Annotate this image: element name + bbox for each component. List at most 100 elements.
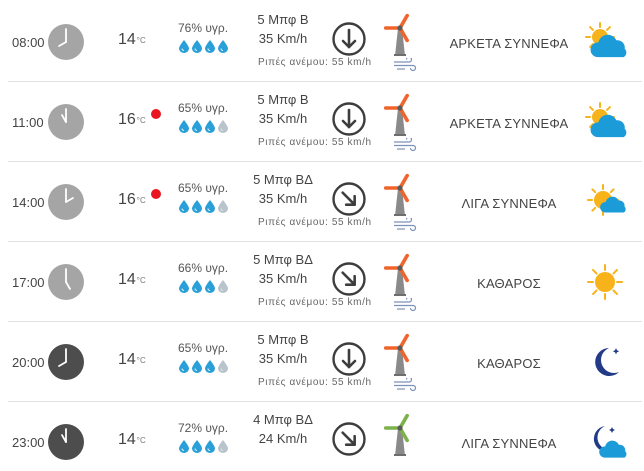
clock-icon	[48, 24, 84, 60]
clock-icon	[48, 424, 84, 460]
clock-icon	[48, 264, 84, 300]
drop-filled-icon	[205, 360, 215, 373]
drop-empty-icon	[218, 440, 228, 453]
wind-info: 5 Μπφ Β 35 Km/h	[243, 330, 323, 368]
forecast-time: 08:00	[12, 35, 45, 50]
forecast-time: 17:00	[12, 275, 45, 290]
wind-gust-icon	[394, 298, 417, 312]
temperature-unit: °C	[136, 276, 146, 285]
sun-icon	[587, 264, 623, 300]
wind-speed: 35 Km/h	[258, 31, 308, 46]
wind-gust-icon	[394, 218, 417, 232]
wind-beaufort: 4 Μπφ ΒΔ	[253, 412, 313, 427]
drop-filled-icon	[179, 360, 189, 373]
wind-gust-label: Ριπές ανέμου: 55 km/h	[258, 57, 372, 68]
forecast-time: 20:00	[12, 355, 45, 370]
weather-condition: ΛΙΓΑ ΣΥΝΝΕΦΑ	[461, 196, 557, 211]
humidity-drops	[178, 39, 229, 53]
humidity-drops	[178, 359, 229, 373]
humidity-label: 65% υγρ.	[178, 341, 229, 355]
wind-direction-icon	[332, 342, 366, 376]
drop-filled-icon	[179, 200, 189, 213]
wind-speed: 35 Km/h	[258, 191, 308, 206]
humidity-label: 65% υγρ.	[178, 101, 229, 115]
weather-condition: ΚΑΘΑΡΟΣ	[477, 356, 541, 371]
temperature-value: 16	[118, 111, 136, 128]
moon-cloud-icon	[593, 426, 627, 458]
drop-empty-icon	[218, 280, 228, 293]
forecast-row: 08:00 14°C 76% υγρ. 5 Μπφ Β 35 Km/h Ριπές …	[8, 2, 642, 82]
windmill-icon	[384, 413, 410, 456]
temperature: 16°C	[118, 111, 146, 129]
wind-info: 5 Μπφ ΒΔ 35 Km/h	[243, 170, 323, 208]
wind-gust-icon	[394, 138, 417, 152]
alert-dot-icon	[151, 189, 161, 199]
sun-small-cloud-icon	[587, 184, 626, 216]
wind-info: 4 Μπφ ΒΔ 24 Km/h	[243, 410, 323, 448]
windmill-icon	[384, 333, 410, 376]
wind-speed: 35 Km/h	[258, 351, 308, 366]
wind-info: 5 Μπφ Β 35 Km/h	[243, 10, 323, 48]
forecast-row: 11:00 16°C 65% υγρ. 5 Μπφ Β 35 Km/h Ριπές …	[8, 82, 642, 162]
humidity-drops	[178, 199, 229, 213]
weather-condition: ΛΙΓΑ ΣΥΝΝΕΦΑ	[461, 436, 557, 451]
weather-condition: ΑΡΚΕΤΑ ΣΥΝΝΕΦΑ	[449, 36, 569, 51]
temperature-unit: °C	[136, 196, 146, 205]
forecast-time: 23:00	[12, 435, 45, 450]
drop-filled-icon	[179, 40, 189, 53]
drop-empty-icon	[218, 120, 228, 133]
humidity-label: 76% υγρ.	[178, 21, 229, 35]
wind-direction-icon	[332, 22, 366, 56]
wind-gust-label: Ριπές ανέμου: 55 km/h	[258, 217, 372, 228]
humidity-drops	[178, 279, 229, 293]
drop-filled-icon	[179, 120, 189, 133]
wind-beaufort: 5 Μπφ Β	[257, 332, 309, 347]
temperature: 16°C	[118, 191, 146, 209]
wind-gust-icon	[394, 58, 417, 72]
drop-filled-icon	[192, 280, 202, 293]
temperature-value: 14	[118, 431, 136, 448]
drop-filled-icon	[192, 440, 202, 453]
drop-filled-icon	[192, 40, 202, 53]
drop-empty-icon	[218, 360, 228, 373]
temperature-unit: °C	[136, 36, 146, 45]
forecast-row: 23:00 14°C 72% υγρ. 4 Μπφ ΒΔ 24 Km/h ΛΙΓΑ …	[8, 402, 642, 471]
drop-filled-icon	[192, 200, 202, 213]
windmill-icon	[384, 13, 410, 56]
windmill-icon	[384, 93, 410, 136]
temperature: 14°C	[118, 271, 146, 289]
sun-cloud-icon	[585, 102, 627, 138]
forecast-time: 14:00	[12, 195, 45, 210]
wind-beaufort: 5 Μπφ Β	[257, 92, 309, 107]
wind-direction-icon	[332, 102, 366, 136]
drop-filled-icon	[205, 200, 215, 213]
wind-beaufort: 5 Μπφ ΒΔ	[253, 252, 313, 267]
drop-filled-icon	[192, 120, 202, 133]
wind-gust-label: Ριπές ανέμου: 55 km/h	[258, 137, 372, 148]
temperature: 14°C	[118, 431, 146, 449]
wind-direction-icon	[332, 262, 366, 296]
drop-filled-icon	[205, 280, 215, 293]
forecast-time: 11:00	[12, 115, 44, 130]
temperature-unit: °C	[136, 356, 146, 365]
sun-cloud-icon	[585, 22, 627, 58]
humidity-label: 65% υγρ.	[178, 181, 229, 195]
temperature-value: 14	[118, 31, 136, 48]
temperature-unit: °C	[136, 436, 146, 445]
wind-gust-icon	[394, 378, 417, 392]
humidity-drops	[178, 119, 229, 133]
drop-filled-icon	[205, 120, 215, 133]
wind-info: 5 Μπφ ΒΔ 35 Km/h	[243, 250, 323, 288]
humidity-label: 72% υγρ.	[178, 421, 229, 435]
clock-icon	[48, 104, 84, 140]
moon-icon	[595, 348, 620, 376]
clock-icon	[48, 344, 84, 380]
drop-filled-icon	[218, 40, 228, 53]
drop-empty-icon	[218, 200, 228, 213]
humidity-drops	[178, 439, 229, 453]
wind-direction-icon	[332, 182, 366, 216]
drop-filled-icon	[205, 440, 215, 453]
temperature-value: 16	[118, 191, 136, 208]
drop-filled-icon	[179, 280, 189, 293]
